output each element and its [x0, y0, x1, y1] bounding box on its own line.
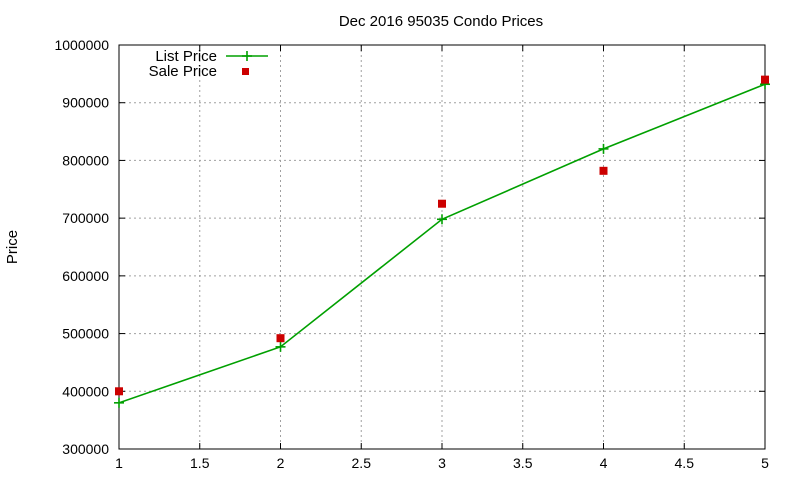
y-tick-label-2: 500000 — [62, 326, 109, 342]
y-tick-label-1: 400000 — [62, 383, 109, 399]
sale-price-point-4 — [761, 75, 769, 84]
grid — [119, 45, 765, 449]
legend: List Price Sale Price — [149, 48, 268, 80]
x-tick-label-8: 5 — [761, 455, 769, 471]
x-tick-label-7: 4.5 — [675, 455, 695, 471]
list-price-point-1 — [275, 341, 286, 352]
y-tick-label-0: 300000 — [62, 441, 109, 457]
x-tick-label-5: 3.5 — [513, 455, 533, 471]
legend-marker-list-price — [242, 51, 252, 61]
x-tick-label-1: 1.5 — [190, 455, 210, 471]
legend-label-sale-price: Sale Price — [149, 63, 217, 80]
x-tick-label-2: 2 — [277, 455, 285, 471]
list-price-point-3 — [598, 143, 609, 154]
y-tick-labels: 300000 400000 500000 600000 700000 800000 9000… — [54, 37, 109, 457]
y-tick-label-6: 900000 — [62, 95, 109, 111]
legend-label-list-price: List Price — [155, 48, 217, 65]
list-price-point-2 — [437, 214, 447, 225]
y-axis-label: Price — [4, 230, 21, 264]
x-tick-label-6: 4 — [600, 455, 608, 471]
sale-price-point-0 — [115, 387, 123, 396]
y-tick-label-3: 600000 — [62, 268, 109, 284]
axis-ticks — [118, 44, 766, 450]
series-layer — [114, 75, 770, 408]
x-tick-label-3: 2.5 — [352, 455, 372, 471]
sale-price-point-3 — [599, 166, 608, 175]
list-price-point-0 — [114, 397, 124, 408]
x-tick-label-0: 1 — [115, 455, 123, 471]
y-tick-label-5: 800000 — [62, 152, 109, 168]
legend-plus-glyph — [242, 51, 252, 61]
sale-price-point-2 — [438, 199, 446, 208]
x-tick-label-4: 3 — [438, 455, 446, 471]
chart-title: Dec 2016 95035 Condo Prices — [339, 13, 543, 30]
x-tick-labels: 1 1.5 2 2.5 3 3.5 4 4.5 5 — [115, 455, 769, 471]
sale-price-point-1 — [276, 334, 285, 343]
y-tick-label-4: 700000 — [62, 210, 109, 226]
legend-marker-sale-price — [242, 68, 249, 75]
y-tick-label-7: 1000000 — [54, 37, 109, 53]
